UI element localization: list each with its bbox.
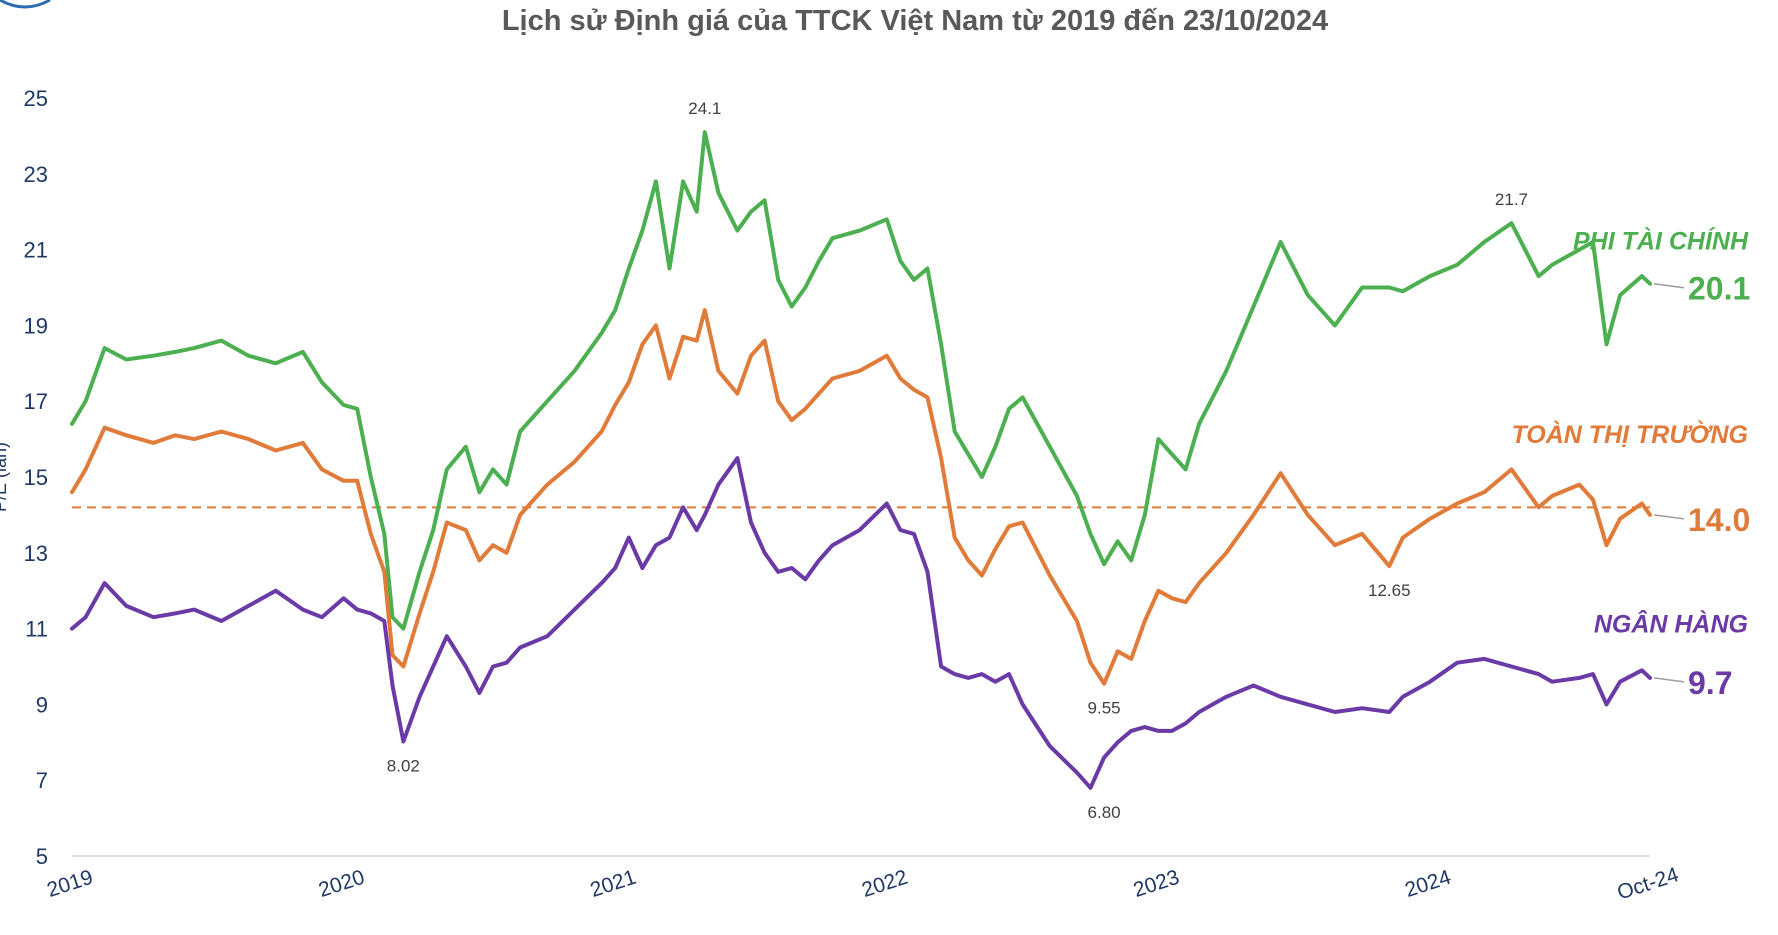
x-tick-label: 2024 — [1402, 866, 1454, 902]
y-tick-label: 5 — [36, 844, 48, 869]
data-annotation-label: 24.1 — [688, 99, 721, 118]
series-name-label: PHI TÀI CHÍNH — [1573, 227, 1749, 256]
data-annotation-label: 12.65 — [1368, 581, 1411, 600]
end-value-leader — [1653, 282, 1685, 289]
end-value-leader — [1653, 677, 1685, 683]
data-annotation-label: 9.55 — [1088, 699, 1121, 718]
series-line-1 — [70, 308, 1652, 686]
data-annotation-label: 21.7 — [1495, 190, 1528, 209]
y-tick-label: 25 — [24, 86, 48, 111]
y-tick-label: 17 — [24, 389, 48, 414]
data-annotation-label: 8.02 — [387, 757, 420, 776]
end-value-label: 9.7 — [1688, 665, 1732, 701]
x-tick-label: 2020 — [316, 866, 368, 902]
x-tick-label: Oct-24 — [1614, 863, 1681, 904]
series-label-layer: 20.1 14.0 9.7 PHI TÀI CHÍNH TOÀN THỊ TRƯỜNG N… — [1511, 227, 1750, 701]
chart-title: Lịch sử Định giá của TTCK Việt Nam từ 20… — [502, 5, 1328, 37]
x-tick-label: 2023 — [1131, 866, 1183, 902]
y-tick-label: 13 — [24, 541, 48, 566]
series-layer — [70, 130, 1652, 790]
end-value-label: 14.0 — [1688, 502, 1750, 538]
series-line-0 — [70, 130, 1652, 631]
logo-icon — [0, 0, 51, 9]
y-tick-label: 9 — [36, 692, 48, 717]
end-value-leader — [1653, 514, 1685, 520]
x-tick-label: 2021 — [587, 866, 639, 902]
annotation-layer: 24.1 8.02 9.55 6.80 12.65 21.7 — [387, 99, 1528, 822]
series-line-2 — [70, 456, 1652, 790]
y-axis-label: P/E (lần) — [0, 442, 10, 512]
series-name-label: NGÂN HÀNG — [1594, 608, 1748, 638]
x-tick-label: 2022 — [859, 866, 911, 902]
data-annotation-label: 6.80 — [1088, 803, 1121, 822]
x-tick-label: 2019 — [44, 866, 96, 902]
y-tick-label: 7 — [36, 768, 48, 793]
y-tick-label: 11 — [25, 617, 48, 642]
y-tick-label: 19 — [24, 313, 48, 338]
y-tick-label: 15 — [24, 465, 48, 490]
y-tick-label: 23 — [24, 162, 48, 187]
end-value-label: 20.1 — [1688, 271, 1750, 307]
series-name-label: TOÀN THỊ TRƯỜNG — [1511, 420, 1748, 449]
y-tick-label: 21 — [24, 238, 48, 263]
